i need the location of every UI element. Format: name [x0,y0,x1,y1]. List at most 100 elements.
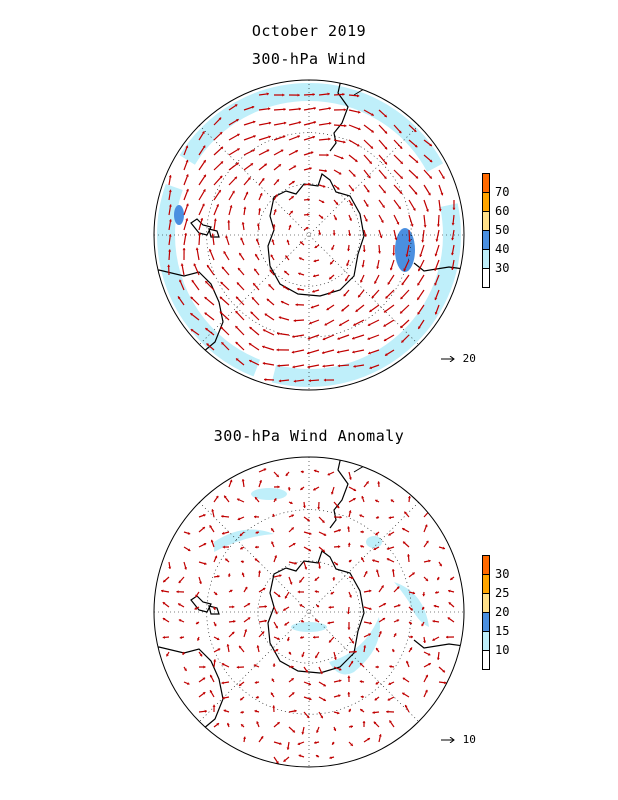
wind-vector-head [405,254,409,257]
wind-vector-head [249,359,252,363]
wind-vector-head [203,174,206,178]
wind-vector-head [314,578,318,581]
wind-vector-head [236,119,239,122]
wind-vector-head [301,732,305,735]
wind-vector-head [376,266,380,269]
wind-vector-head [247,617,251,620]
wind-vector-head [350,203,353,206]
wind-vector-head [348,510,352,513]
wind-vector-head [195,247,199,251]
wind-vector-head [412,591,416,595]
colorbar-swatch-60-70 [482,192,490,212]
wind-vector-head [347,627,351,630]
wind-vector-head [321,520,325,523]
wind-vector-head [385,295,389,299]
anomaly-shading [366,536,382,548]
wind-vector-head [235,341,239,345]
wind-vector-head [221,514,224,518]
wind-vector-head [264,163,267,167]
wind-vector-head [439,563,442,567]
wind-vector-head [275,649,279,652]
wind-vector-head [229,589,233,593]
wind-vector-head [353,364,356,368]
wind-vector-head [322,351,325,355]
wind-vector-head [215,495,219,499]
anomaly-polar-map [153,456,465,768]
wind-vector-head [362,720,366,724]
wind-vector-head [220,281,224,285]
wind-vector-head [167,264,171,267]
wind-vector-head [168,189,172,193]
reference-arrow-icon [441,355,455,363]
wind-vector-head [268,121,272,125]
wind-vector-head [240,237,244,241]
wind-vector-head [162,617,166,621]
wind-vector-head [180,263,184,266]
wind-vector-head [316,730,319,733]
wind-vector-head [240,546,243,550]
wind-vector-head [338,171,342,175]
wind-vector-head [383,309,387,313]
colorbar-swatch-20-25 [482,593,490,613]
wind-vector-head [314,590,318,594]
wind-vector-head [359,680,363,684]
wind-vector-head [389,665,392,669]
wind-vector-head [190,313,193,316]
wind-vector-head [371,113,374,116]
wind-vector-head [382,205,385,208]
wind-vector-head [396,619,400,622]
wind-vector-head [360,544,363,548]
wind-vector-head [347,526,351,529]
south-america-coastline [353,80,432,96]
wind-vector-head [264,378,267,382]
wind-vector-head [429,176,432,179]
wind-vector-head [204,562,207,566]
anomaly-shading [329,617,380,675]
colorbar-swatch-50-60 [482,211,490,231]
wind-vector-head [262,361,266,366]
wind-vector-head [260,736,264,739]
wind-vector-head [236,282,240,286]
wind-vector-head [383,603,386,606]
wind-vector-head [261,631,265,635]
wind-vector-head [369,366,373,370]
wind-vector-head [300,620,304,623]
colorbar-swatch-25-30 [482,574,490,594]
wind-vector-head [422,593,426,597]
wind-vector-head [270,254,274,258]
wind-vector-head [451,252,455,256]
wind-vector-head [293,319,296,323]
wind-vector-head [252,120,256,124]
wind-vector-head [295,150,298,153]
wind-vector-head [353,323,356,326]
wind-vector-head [399,146,403,149]
wind-vector-head [236,665,239,669]
wind-vector-head [400,161,403,164]
wind-vector-head [291,527,294,531]
wind-vector-head [221,663,225,666]
wind-vector-head [233,619,236,623]
wind-vector-head [210,539,214,543]
wind-vector-head [222,545,225,549]
wind-vector-head [356,143,360,147]
wind-vector-head [385,353,388,356]
wind-vector-head [310,151,314,155]
wind-vector-head [373,547,377,551]
wind-vector-head [393,633,397,636]
wind-vector-head [425,209,429,212]
wind-vector-head [402,692,405,696]
wind-vector-head [179,635,183,639]
wind-vector-head [248,343,252,346]
wind-vector-head [403,541,406,545]
wind-vector-head [194,606,198,610]
wind-vector-head [254,268,257,272]
wind-vector-head [196,621,199,625]
wind-vector-head [386,710,389,714]
wind-vector-head [300,635,303,639]
wind-vector-head [221,681,224,685]
wind-vector-head [185,145,189,149]
wind-vector-head [229,479,233,483]
wind-vector-head [370,146,373,149]
wind-vector-head [434,282,438,286]
wind-vector-head [186,682,190,685]
